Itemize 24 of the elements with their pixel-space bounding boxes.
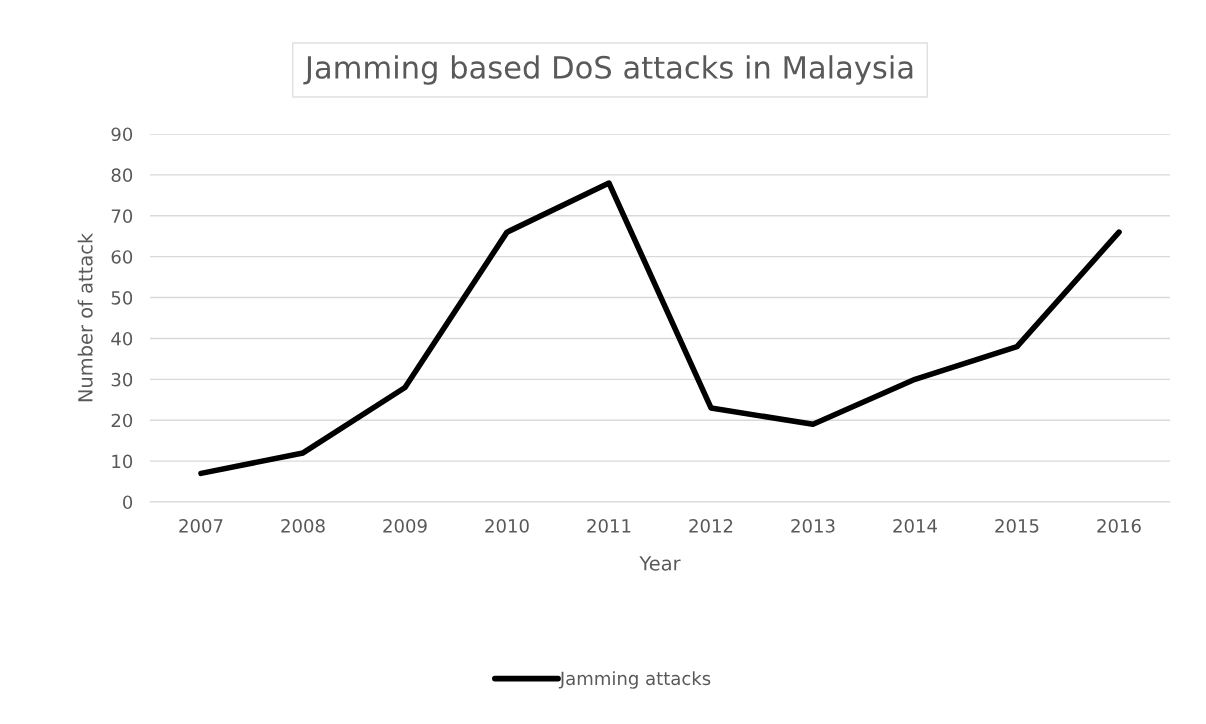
- x-tick-label: 2008: [281, 518, 325, 533]
- x-tick-label: 2013: [791, 518, 835, 533]
- x-tick-label: 2014: [893, 518, 937, 533]
- y-tick-label: 70: [111, 209, 133, 223]
- y-tick-label: 60: [111, 250, 133, 264]
- x-tick-label: 2012: [689, 518, 733, 533]
- x-tick-label: 2007: [179, 518, 223, 533]
- y-tick-label: 80: [111, 168, 133, 183]
- y-tick-label: 90: [111, 127, 133, 142]
- y-tick-label: 40: [111, 331, 133, 346]
- y-tick-label: 20: [111, 413, 133, 428]
- x-tick-label: 2016: [1097, 518, 1141, 533]
- y-tick-label: 0: [123, 495, 133, 510]
- x-tick-label: 2011: [587, 518, 631, 533]
- y-axis-title: Number of attack: [77, 232, 93, 402]
- legend-label: Jamming attacks: [558, 671, 711, 689]
- x-tick-label: 2010: [485, 518, 529, 533]
- x-axis-title: Year: [639, 556, 681, 571]
- y-tick-label: 30: [111, 372, 133, 387]
- chart-title: Jamming based DoS attacks in Malaysia: [303, 55, 913, 85]
- y-tick-label: 10: [112, 454, 133, 469]
- y-tick-label: 50: [111, 291, 133, 305]
- x-tick-label: 2015: [995, 518, 1039, 533]
- x-tick-label: 2009: [383, 518, 427, 533]
